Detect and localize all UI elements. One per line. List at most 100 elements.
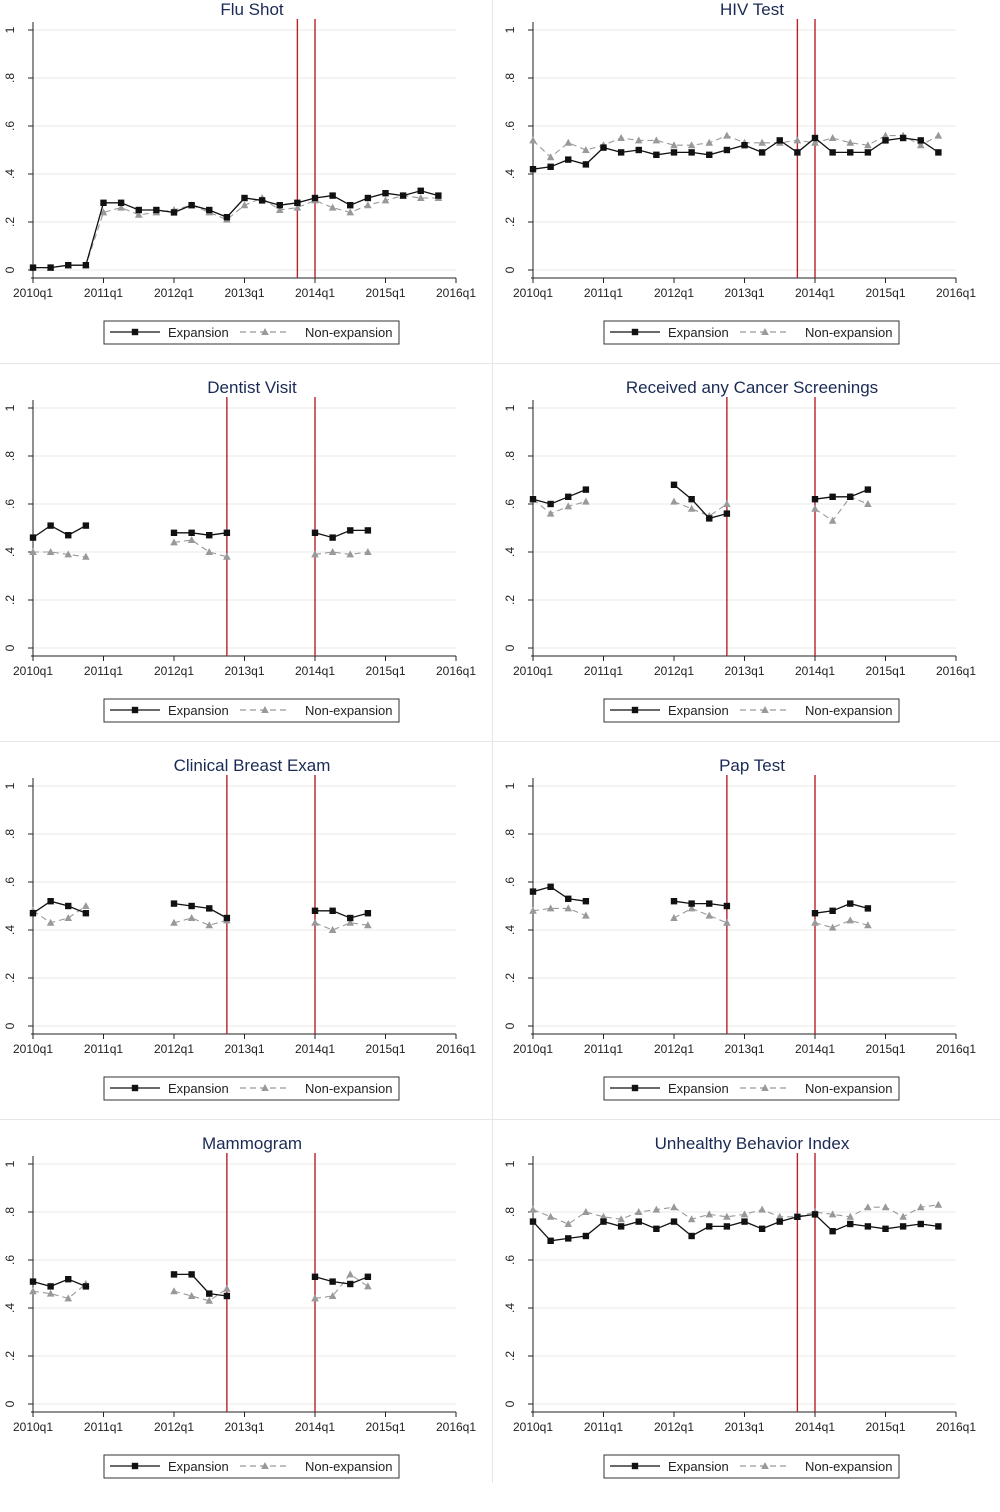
x-tick-label: 2013q1 (724, 1042, 764, 1056)
chart-panel-flu-shot: Flu Shot 0 .2 .4 .6 .8 1 2010q1 2011q1 2012q1 2013… (0, 0, 500, 378)
x-tick-label: 2015q1 (865, 1042, 905, 1056)
data-point-expansion (206, 206, 213, 214)
y-tick-label: .4 (503, 169, 517, 179)
data-point-expansion (688, 1232, 695, 1240)
y-tick-label: .2 (3, 1351, 17, 1361)
x-tick-label: 2011q1 (84, 286, 123, 300)
chart-title: Flu Shot (220, 0, 284, 19)
data-point-non-expansion (723, 500, 731, 507)
data-point-expansion (670, 1218, 678, 1225)
data-point-expansion (547, 500, 554, 508)
x-tick-label: 2011q1 (84, 1042, 123, 1056)
data-point-expansion (776, 137, 783, 144)
data-point-non-expansion (205, 548, 214, 555)
series-line-expansion (673, 900, 727, 907)
series-line-non-expansion (314, 922, 368, 931)
x-tick-label: 2011q1 (84, 1420, 123, 1434)
data-point-expansion (329, 907, 336, 914)
data-point-expansion (329, 192, 336, 199)
y-tick-label: .8 (503, 451, 517, 461)
data-point-non-expansion (599, 1212, 608, 1220)
data-point-expansion (347, 202, 354, 209)
x-tick-label: 2013q1 (224, 286, 264, 300)
data-point-expansion (829, 1228, 836, 1235)
data-point-non-expansion (652, 136, 661, 144)
data-point-expansion (917, 1220, 924, 1228)
data-point-non-expansion (529, 136, 537, 144)
y-tick-label: .4 (503, 925, 517, 935)
data-point-non-expansion (670, 914, 678, 921)
data-point-expansion (864, 905, 872, 912)
data-point-expansion (435, 192, 442, 199)
data-point-expansion (347, 1280, 354, 1288)
x-tick-label: 2014q1 (295, 664, 335, 678)
y-tick-label: .8 (3, 451, 17, 461)
data-point-expansion (294, 199, 301, 206)
data-point-non-expansion (82, 552, 90, 560)
x-tick-label: 2016q1 (436, 286, 476, 300)
data-point-expansion (29, 534, 37, 541)
chart-title: Unhealthy Behavior Index (655, 1134, 850, 1153)
x-tick-label: 2013q1 (724, 664, 764, 678)
data-point-expansion (100, 199, 107, 206)
x-tick-label: 2012q1 (654, 1042, 694, 1056)
data-point-expansion (47, 898, 54, 905)
data-point-non-expansion (811, 138, 819, 146)
y-tick-label: 0 (3, 1400, 17, 1407)
data-point-non-expansion (934, 1200, 943, 1208)
legend-marker-non-expansion (261, 1084, 269, 1091)
data-point-non-expansion (529, 906, 537, 914)
data-point-non-expansion (311, 550, 319, 558)
data-point-non-expansion (64, 550, 73, 558)
data-point-non-expansion (881, 1203, 890, 1211)
x-tick-label: 2015q1 (365, 1420, 405, 1434)
y-tick-label: .6 (3, 877, 17, 887)
y-tick-label: .6 (503, 121, 517, 131)
series-line-non-expansion (532, 498, 587, 515)
data-point-expansion (847, 493, 854, 500)
data-point-non-expansion (881, 131, 890, 139)
y-tick-label: .4 (3, 547, 17, 557)
data-point-expansion (117, 199, 125, 206)
data-point-expansion (811, 496, 819, 503)
data-point-non-expansion (758, 138, 766, 146)
data-point-non-expansion (617, 1215, 625, 1223)
data-point-non-expansion (170, 1287, 178, 1295)
data-point-expansion (364, 527, 372, 534)
data-point-expansion (65, 1276, 72, 1283)
chart-title: Received any Cancer Screenings (626, 378, 878, 397)
data-point-non-expansion (117, 203, 125, 211)
data-point-expansion (153, 206, 160, 214)
data-point-expansion (82, 1283, 90, 1290)
data-point-expansion (170, 529, 178, 536)
data-point-non-expansion (811, 504, 819, 512)
data-point-non-expansion (134, 210, 143, 218)
legend-marker-expansion (631, 706, 639, 714)
data-point-expansion (206, 532, 213, 539)
chart-panel-unhealthy-behavior: Unhealthy Behavior Index 0 .2 .4 .6 .8 1 2010q1… (500, 1134, 1000, 1512)
x-tick-label: 2012q1 (654, 1420, 694, 1434)
data-point-non-expansion (740, 1210, 749, 1218)
y-tick-label: .8 (3, 1207, 17, 1217)
legend-label-non-expansion: Non-expansion (805, 325, 892, 340)
data-point-expansion (188, 1271, 195, 1278)
data-point-expansion (65, 532, 72, 539)
y-tick-label: .2 (503, 217, 517, 227)
x-tick-label: 2012q1 (154, 664, 194, 678)
y-tick-label: .8 (503, 829, 517, 839)
data-point-expansion (223, 529, 231, 536)
series-line-non-expansion (532, 1204, 939, 1225)
legend-label-expansion: Expansion (168, 703, 229, 718)
series-line-non-expansion (314, 551, 368, 555)
data-point-expansion (935, 149, 942, 156)
data-point-non-expansion (311, 1294, 319, 1302)
data-point-non-expansion (29, 1287, 37, 1295)
legend: Expansion Non-expansion (603, 1076, 900, 1101)
data-point-expansion (565, 493, 572, 500)
data-point-expansion (582, 486, 590, 493)
data-point-expansion (399, 192, 407, 199)
legend: Expansion Non-expansion (603, 320, 900, 345)
legend-label-non-expansion: Non-expansion (305, 703, 392, 718)
x-tick-label: 2015q1 (365, 286, 405, 300)
data-point-expansion (741, 142, 748, 149)
